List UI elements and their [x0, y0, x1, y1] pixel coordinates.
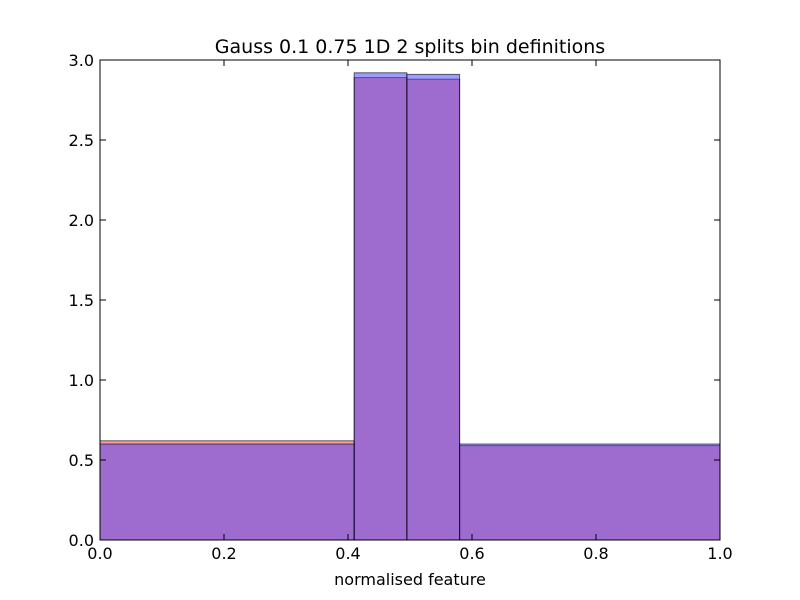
x-tick-label: 0.8 [583, 544, 608, 563]
histogram-bar-series-2-bin-3 [406, 73, 461, 541]
y-axis-ticks: 0.0 0.5 1.0 1.5 2.0 2.5 3.0 [69, 51, 720, 550]
histogram-bar-series-2-bin-1 [99, 443, 355, 541]
y-tick-label: 1.5 [69, 291, 94, 310]
x-axis-ticks: 0.0 0.2 0.4 0.6 0.8 1.0 [87, 60, 733, 563]
x-tick-label: 0.2 [211, 544, 236, 563]
x-axis-label: normalised feature [334, 570, 486, 589]
histogram-bar-series-2-bin-2 [353, 72, 408, 541]
y-tick-label: 0.5 [69, 451, 94, 470]
chart-title: Gauss 0.1 0.75 1D 2 splits bin definitio… [215, 36, 605, 58]
x-tick-label: 0.0 [87, 544, 112, 563]
histogram-bar-series-2-bin-4 [459, 443, 721, 541]
y-tick-label: 1.0 [69, 371, 94, 390]
y-tick-label: 0.0 [69, 531, 94, 550]
x-tick-label: 0.6 [459, 544, 484, 563]
y-tick-label: 3.0 [69, 51, 94, 70]
y-tick-label: 2.5 [69, 131, 94, 150]
bars-layer [99, 72, 721, 541]
x-tick-label: 0.4 [335, 544, 360, 563]
x-tick-label: 1.0 [707, 544, 732, 563]
y-tick-label: 2.0 [69, 211, 94, 230]
